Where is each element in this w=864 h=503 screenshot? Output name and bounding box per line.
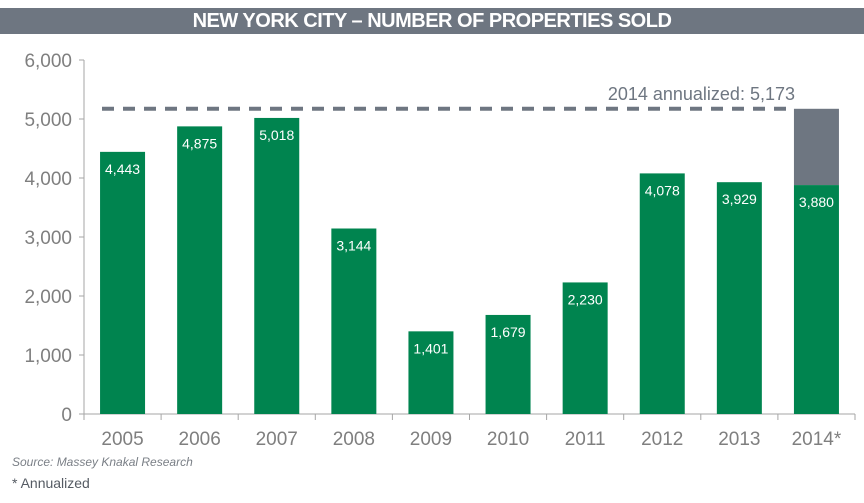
x-tick-label: 2011	[565, 429, 606, 450]
y-tick-label: 1,000	[24, 346, 72, 367]
x-tick-label: 2005	[101, 429, 143, 450]
x-tick-label: 2008	[333, 429, 375, 450]
bar-value-label: 5,018	[259, 127, 294, 143]
bar-value-label: 1,401	[413, 340, 448, 356]
bar-2009	[408, 331, 454, 414]
x-tick-label: 2014*	[792, 429, 842, 450]
annualized-label: 2014 annualized: 5,173	[608, 84, 795, 104]
y-tick-label: 5,000	[24, 110, 72, 131]
bar-2011	[562, 282, 608, 414]
y-tick-label: 3,000	[24, 228, 72, 249]
bar-value-label: 4,078	[645, 182, 680, 198]
y-tick-label: 2,000	[24, 287, 72, 308]
annualized-note: * Annualized	[12, 475, 90, 491]
x-tick-label: 2009	[410, 429, 452, 450]
bar-2013	[716, 182, 762, 414]
bar-2007	[254, 117, 300, 415]
annualized-bar-segment	[793, 108, 839, 186]
bar-2014	[793, 185, 839, 414]
x-tick-label: 2012	[641, 429, 683, 450]
bar-value-label: 4,443	[105, 161, 140, 177]
bar-value-label: 2,230	[568, 291, 603, 307]
chart-title: NEW YORK CITY – NUMBER OF PROPERTIES SOL…	[0, 8, 864, 34]
bar-2005	[100, 151, 146, 414]
bar-value-label: 3,929	[722, 191, 757, 207]
bar-value-label: 3,880	[799, 194, 834, 210]
bar-value-label: 1,679	[491, 324, 526, 340]
x-tick-label: 2013	[718, 429, 760, 450]
source-note: Source: Massey Knakal Research	[12, 455, 193, 469]
y-tick-label: 6,000	[24, 51, 72, 72]
bar-2010	[485, 314, 531, 414]
bar-2008	[331, 228, 377, 414]
y-tick-label: 4,000	[24, 169, 72, 190]
x-tick-label: 2007	[256, 429, 298, 450]
x-tick-label: 2006	[179, 429, 221, 450]
x-tick-label: 2010	[487, 429, 529, 450]
bar-2012	[639, 173, 685, 414]
bar-value-label: 3,144	[336, 238, 371, 254]
bar-2006	[177, 126, 223, 414]
y-tick-label: 0	[61, 405, 72, 426]
bar-value-label: 4,875	[182, 135, 217, 151]
